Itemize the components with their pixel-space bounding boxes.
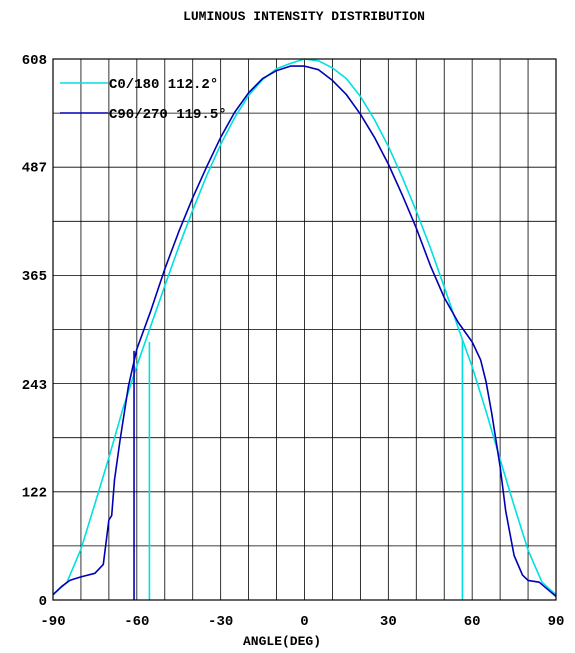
- x-axis-ticks: -90 -60 -30 0 30 60 90: [40, 614, 564, 630]
- y-tick-label: 243: [22, 378, 47, 394]
- chart-title: LUMINOUS INTENSITY DISTRIBUTION: [183, 9, 425, 24]
- x-axis-label: ANGLE(DEG): [243, 634, 321, 649]
- x-tick-label: 60: [464, 614, 481, 630]
- y-tick-label: 487: [22, 161, 47, 177]
- series-line-2: [52, 65, 557, 598]
- x-tick-label: 0: [300, 614, 308, 630]
- y-tick-label: 0: [39, 594, 47, 610]
- legend-label-2: C90/270 119.5°: [109, 107, 227, 123]
- legend: C0/180 112.2° C90/270 119.5°: [60, 77, 227, 123]
- x-tick-label: 30: [380, 614, 397, 630]
- grid: [53, 59, 556, 600]
- x-tick-label: -90: [40, 614, 65, 630]
- y-axis-ticks: 0 122 243 365 487 608: [22, 53, 47, 610]
- x-tick-label: -60: [124, 614, 149, 630]
- x-tick-label: -30: [208, 614, 233, 630]
- y-tick-label: 122: [22, 485, 47, 501]
- y-tick-label: 608: [22, 53, 47, 69]
- x-tick-label: 90: [548, 614, 565, 630]
- y-tick-label: 365: [22, 269, 47, 285]
- legend-label-1: C0/180 112.2°: [109, 77, 218, 93]
- plot-frame: [52, 58, 557, 601]
